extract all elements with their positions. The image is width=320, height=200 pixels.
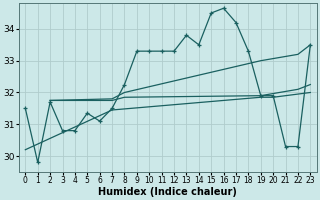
X-axis label: Humidex (Indice chaleur): Humidex (Indice chaleur)	[98, 187, 237, 197]
